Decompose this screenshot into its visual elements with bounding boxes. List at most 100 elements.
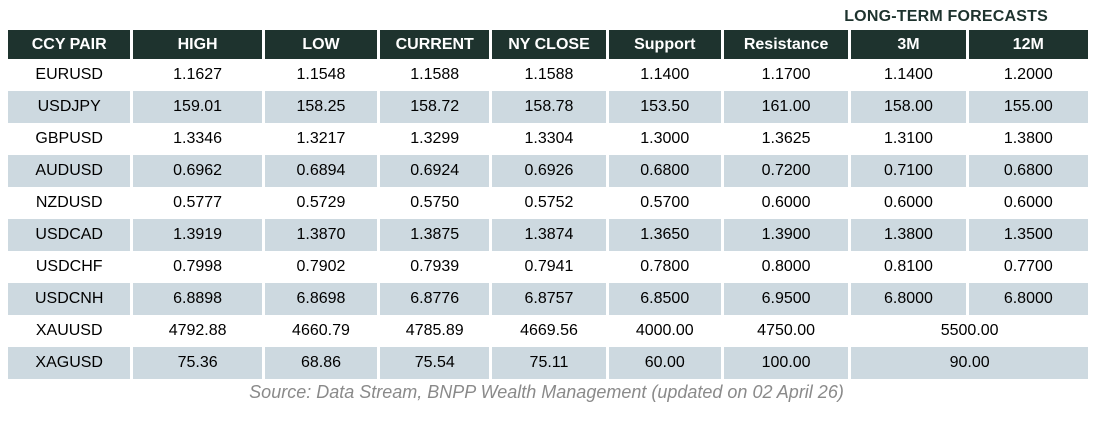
column-header-resistance: Resistance (723, 30, 849, 59)
column-header-ny-close: NY CLOSE (492, 30, 606, 59)
value-cell: 0.6800 (968, 155, 1088, 187)
value-cell: 6.8000 (851, 283, 966, 315)
column-header-low: LOW (264, 30, 378, 59)
ccy-pair-cell: GBPUSD (35, 130, 103, 147)
value-cell: 155.00 (968, 91, 1088, 123)
value-cell: 0.5700 (640, 194, 690, 211)
value-cell: 0.5750 (410, 194, 460, 211)
value-cell: 0.6962 (133, 155, 262, 187)
value-cell: 1.1548 (296, 66, 346, 83)
value-cell: 0.7939 (410, 258, 460, 275)
ccy-pair-cell: XAUUSD (35, 322, 103, 339)
value-cell: 1.1400 (883, 66, 933, 83)
table-row: EURUSD 1.1627 1.1548 1.1588 1.1588 1.1400 1.17… (8, 59, 1088, 91)
value-cell: 4792.88 (168, 322, 227, 339)
ccy-pair-cell: USDCNH (8, 283, 131, 315)
value-cell: 60.00 (608, 347, 721, 379)
value-cell: 1.1627 (173, 66, 223, 83)
value-cell: 1.1400 (640, 66, 690, 83)
value-cell: 158.00 (851, 91, 966, 123)
value-cell: 153.50 (608, 91, 721, 123)
value-cell: 1.3299 (410, 130, 460, 147)
value-cell: 0.5777 (173, 194, 223, 211)
column-header-3m: 3M (851, 30, 966, 59)
value-cell: 0.7700 (1003, 258, 1053, 275)
value-cell: 0.5729 (296, 194, 346, 211)
column-header-support: Support (608, 30, 721, 59)
value-cell: 158.25 (264, 91, 378, 123)
value-cell: 0.6924 (380, 155, 490, 187)
value-cell: 1.1700 (761, 66, 811, 83)
table-row: XAGUSD 75.36 68.86 75.54 75.11 60.00 100.00 90.… (8, 347, 1088, 379)
ccy-pair-cell: XAGUSD (8, 347, 131, 379)
value-cell: 0.7941 (524, 258, 574, 275)
value-cell: 1.3875 (380, 219, 490, 251)
value-cell: 1.3874 (492, 219, 606, 251)
value-cell: 4660.79 (292, 322, 350, 339)
value-cell: 0.6926 (492, 155, 606, 187)
forecast-label-row: LONG-TERM FORECASTS (5, 4, 1088, 30)
ccy-pair-cell: NZDUSD (35, 194, 103, 211)
ccy-pair-cell: AUDUSD (8, 155, 131, 187)
long-term-forecasts-label: LONG-TERM FORECASTS (844, 8, 1048, 25)
table-body: EURUSD 1.1627 1.1548 1.1588 1.1588 1.1400 1.17… (8, 59, 1088, 379)
value-cell: 75.54 (380, 347, 490, 379)
table-row: USDJPY 159.01 158.25 158.72 158.78 153.50 161.… (8, 91, 1088, 123)
value-cell: 6.8776 (380, 283, 490, 315)
value-cell: 6.9500 (723, 283, 849, 315)
value-cell: 6.8500 (608, 283, 721, 315)
ccy-pair-cell: USDCAD (8, 219, 131, 251)
ccy-pair-cell: EURUSD (35, 66, 103, 83)
value-cell: 4669.56 (520, 322, 578, 339)
value-cell: 161.00 (723, 91, 849, 123)
value-cell: 68.86 (264, 347, 378, 379)
value-cell: 6.8000 (968, 283, 1088, 315)
value-cell: 158.72 (380, 91, 490, 123)
value-cell: 1.3800 (1003, 130, 1053, 147)
value-cell: 159.01 (133, 91, 262, 123)
value-cell: 0.7200 (723, 155, 849, 187)
value-cell: 1.3800 (851, 219, 966, 251)
value-cell: 158.78 (492, 91, 606, 123)
ccy-pair-cell: USDCHF (35, 258, 103, 275)
column-header-ccy-pair: CCY PAIR (8, 30, 131, 59)
table-row: USDCNH 6.8898 6.8698 6.8776 6.8757 6.8500 6.95… (8, 283, 1088, 315)
value-cell: 0.7800 (640, 258, 690, 275)
value-cell: 1.3100 (883, 130, 933, 147)
value-cell: 1.3304 (524, 130, 574, 147)
value-cell: 1.3500 (968, 219, 1088, 251)
value-cell: 6.8698 (264, 283, 378, 315)
table-row: USDCHF 0.7998 0.7902 0.7939 0.7941 0.7800 0.80… (8, 251, 1088, 283)
value-cell: 4785.89 (405, 322, 464, 339)
value-cell: 0.6800 (608, 155, 721, 187)
value-cell: 0.7998 (173, 258, 223, 275)
value-cell: 75.11 (492, 347, 606, 379)
value-cell: 1.3625 (761, 130, 811, 147)
table-row: GBPUSD 1.3346 1.3217 1.3299 1.3304 1.3000 1.36… (8, 123, 1088, 155)
column-header-12m: 12M (968, 30, 1088, 59)
value-cell: 1.3870 (264, 219, 378, 251)
value-cell: 5500.00 (940, 322, 999, 339)
table-row: NZDUSD 0.5777 0.5729 0.5750 0.5752 0.5700 0.60… (8, 187, 1088, 219)
value-cell: 1.3000 (640, 130, 690, 147)
value-cell: 0.7100 (851, 155, 966, 187)
fx-forecast-table: CCY PAIR HIGH LOW CURRENT NY CLOSE Suppo… (5, 30, 1091, 379)
value-cell: 1.3919 (133, 219, 262, 251)
value-cell: 0.6894 (264, 155, 378, 187)
value-cell: 0.6000 (761, 194, 811, 211)
value-cell: 4000.00 (635, 322, 694, 339)
value-cell: 6.8898 (133, 283, 262, 315)
value-cell: 75.36 (133, 347, 262, 379)
value-cell: 0.6000 (1003, 194, 1053, 211)
value-cell: 1.3346 (173, 130, 223, 147)
ccy-pair-cell: USDJPY (8, 91, 131, 123)
value-cell: 1.3650 (608, 219, 721, 251)
source-attribution: Source: Data Stream, BNPP Wealth Managem… (249, 382, 844, 402)
value-cell: 1.2000 (1003, 66, 1053, 83)
value-cell: 90.00 (851, 347, 1088, 379)
value-cell: 1.1588 (410, 66, 460, 83)
value-cell: 1.1588 (524, 66, 574, 83)
table-row: XAUUSD 4792.88 4660.79 4785.89 4669.56 4000.0… (8, 315, 1088, 347)
table-row: AUDUSD 0.6962 0.6894 0.6924 0.6926 0.6800 0.72… (8, 155, 1088, 187)
